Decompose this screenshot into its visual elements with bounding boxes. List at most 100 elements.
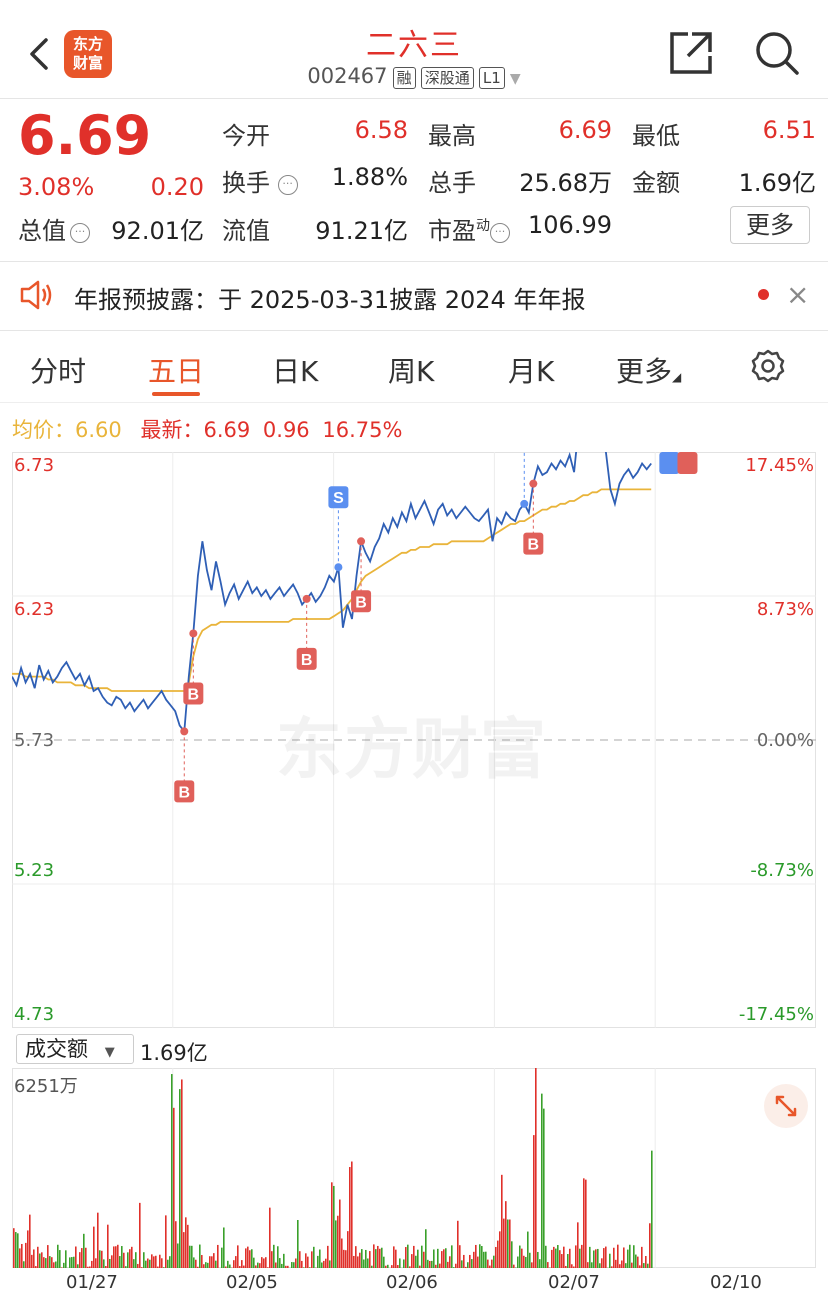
tab-monthly-k[interactable]: 月K: [508, 355, 555, 388]
buy-marker-dot: [302, 594, 311, 603]
sell-marker-label: S: [664, 452, 675, 456]
volume-bar: [647, 1263, 649, 1268]
chart-legend: 均价：6.60 最新：6.69 0.96 16.75%: [12, 414, 402, 444]
volume-bar: [577, 1222, 579, 1268]
volume-bar: [565, 1265, 567, 1268]
volume-bar: [519, 1245, 521, 1268]
volume-bar: [381, 1247, 383, 1268]
volume-bar: [459, 1245, 461, 1268]
volume-bar: [405, 1247, 407, 1268]
buy-marker-label: B: [178, 784, 190, 801]
turnover-value: 1.88%: [331, 163, 408, 191]
volume-bar: [617, 1244, 619, 1268]
volume-bar: [275, 1262, 277, 1268]
close-icon[interactable]: ×: [786, 278, 810, 311]
volume-bar: [245, 1248, 247, 1268]
volume-bar: [453, 1267, 455, 1268]
volume-bar: [499, 1231, 501, 1268]
settings-icon[interactable]: [750, 348, 786, 384]
notice-dot: [758, 289, 769, 300]
notice-text[interactable]: 年报预披露：于 2025-03-31披露 2024 年年报: [74, 286, 586, 314]
volume-bar: [311, 1251, 313, 1268]
y-left-tick-top: 6.73: [14, 455, 55, 476]
volume-bar: [69, 1257, 71, 1268]
dropdown-icon[interactable]: ▼: [509, 71, 521, 87]
volume-bar: [625, 1263, 627, 1268]
volume-bar: [35, 1266, 37, 1268]
info-icon[interactable]: ···: [490, 223, 510, 243]
tab-daily-k[interactable]: 日K: [272, 355, 319, 388]
volume-bar: [423, 1251, 425, 1268]
info-icon[interactable]: ···: [277, 175, 298, 195]
volume-bar: [597, 1248, 599, 1268]
volume-bar: [115, 1246, 117, 1268]
volume-bar: [397, 1265, 399, 1268]
buy-marker-dot: [529, 479, 538, 488]
volume-bar: [367, 1258, 369, 1268]
volume-bar: [557, 1245, 559, 1268]
volume-bar: [191, 1245, 193, 1268]
volume-bar: [105, 1266, 107, 1268]
volume-selector[interactable]: 成交额 ▼: [16, 1034, 134, 1064]
volume-bar: [29, 1214, 31, 1268]
volume-bar: [113, 1246, 115, 1268]
volume-bar: [611, 1266, 613, 1268]
expand-icon[interactable]: [764, 1084, 808, 1128]
info-icon[interactable]: ···: [70, 223, 90, 243]
volume-bar: [127, 1252, 129, 1268]
volume-bar: [221, 1247, 223, 1268]
tab-weekly-k[interactable]: 周K: [388, 355, 435, 388]
volume-bar: [383, 1256, 385, 1268]
volume-bar: [363, 1259, 365, 1268]
buy-marker-label: B: [188, 686, 200, 703]
back-icon[interactable]: [24, 34, 54, 74]
volume-bar: [481, 1246, 483, 1268]
price-chart[interactable]: BBBSBSBSB: [12, 452, 816, 1028]
more-button[interactable]: 更多: [730, 206, 810, 244]
x-label-5: 02/10: [710, 1272, 762, 1293]
turnover-label: 换手 ···: [222, 163, 298, 198]
volume-bar: [235, 1256, 237, 1268]
volume-bar: [645, 1256, 647, 1268]
low-value: 6.51: [762, 116, 816, 144]
tab-more[interactable]: 更多◢: [616, 355, 682, 388]
volume-bar: [181, 1079, 183, 1268]
volume-bar: [155, 1255, 157, 1268]
buy-marker-badge: [351, 590, 372, 613]
volume-bar: [49, 1256, 51, 1268]
search-icon[interactable]: [754, 30, 800, 76]
volume-bar: [207, 1262, 209, 1268]
volume-bar: [407, 1244, 409, 1268]
volume-bar: [57, 1244, 59, 1268]
volume-bar: [429, 1260, 431, 1268]
volume-bar: [215, 1260, 217, 1268]
volume-bar: [159, 1254, 161, 1268]
tab-intraday[interactable]: 分时: [30, 355, 87, 388]
volume-value: 25.68万: [519, 169, 612, 197]
latest-label: 最新：: [140, 418, 204, 442]
volume-bar: [469, 1254, 471, 1268]
volume-chart[interactable]: [12, 1068, 816, 1268]
volume-bar: [253, 1257, 255, 1268]
volume-bar: [609, 1253, 611, 1268]
open-label: 今开: [222, 122, 270, 150]
volume-bar: [573, 1266, 575, 1268]
volume-bar: [291, 1262, 293, 1268]
volume-bar: [357, 1256, 359, 1268]
volume-bar: [551, 1249, 553, 1268]
volume-bar: [457, 1220, 459, 1268]
volume-bar: [575, 1245, 577, 1268]
volume-bar: [87, 1266, 89, 1268]
volume-bar: [491, 1259, 493, 1268]
volume-bar: [199, 1244, 201, 1268]
tab-five-day[interactable]: 五日: [148, 355, 205, 388]
volume-bar: [171, 1074, 173, 1268]
volume-bar: [201, 1255, 203, 1268]
volume-bar: [359, 1252, 361, 1268]
volume-bar: [297, 1220, 299, 1268]
volume-bar: [391, 1265, 393, 1268]
share-icon[interactable]: [668, 30, 714, 76]
volume-bar: [165, 1215, 167, 1268]
x-label-4: 02/07: [548, 1272, 600, 1293]
volume-bar: [59, 1250, 61, 1268]
